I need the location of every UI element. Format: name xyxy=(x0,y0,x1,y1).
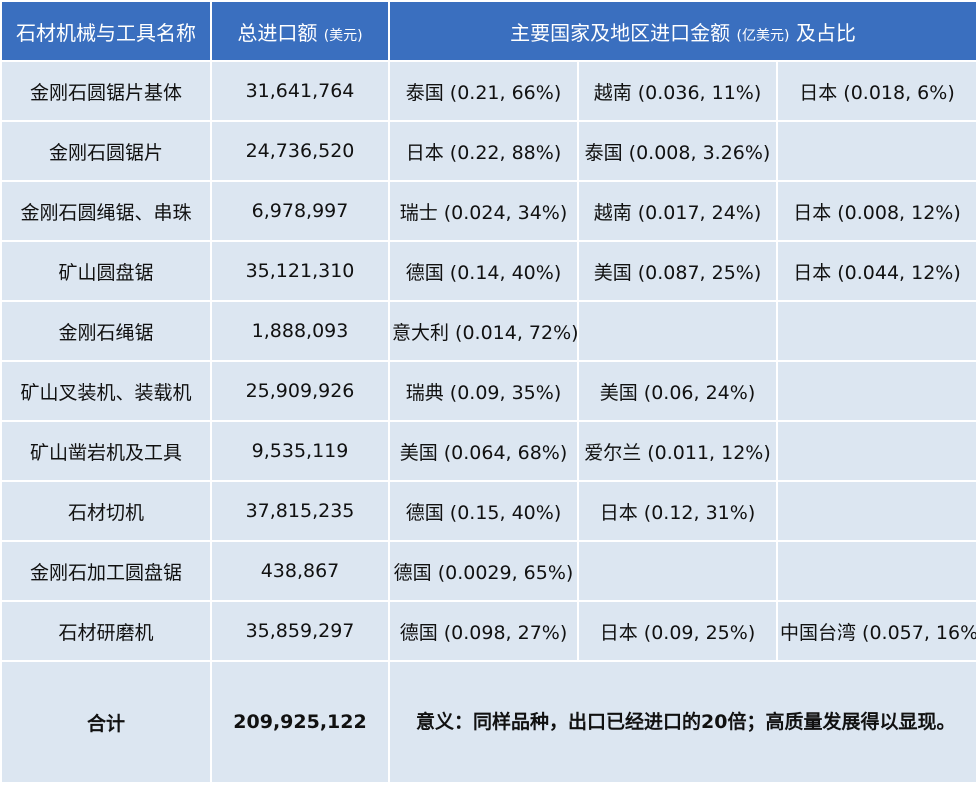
total-amount: 1,888,093 xyxy=(210,300,390,362)
header-text: 及占比 xyxy=(795,20,856,45)
footer-note: 意义：同样品种，出口已经进口的20倍；高质量发展得以显现。 xyxy=(388,660,976,784)
header-text: 总进口额 xyxy=(237,20,318,45)
empty-cell xyxy=(776,300,976,362)
item-name: 石材切机 xyxy=(0,480,212,542)
item-name: 金刚石圆锯片基体 xyxy=(0,60,212,122)
header-unit: (亿美元) xyxy=(736,27,790,44)
empty-cell xyxy=(776,540,976,602)
country-share: 泰国 (0.008, 3.26%) xyxy=(577,120,778,182)
table-row: 矿山叉装机、装载机 25,909,926 瑞典 (0.09, 35%) 美国 (0.0… xyxy=(0,360,976,422)
total-amount: 31,641,764 xyxy=(210,60,390,122)
country-share: 德国 (0.14, 40%) xyxy=(388,240,579,302)
country-share: 德国 (0.15, 40%) xyxy=(388,480,579,542)
country-share: 中国台湾 (0.057, 16%) xyxy=(776,600,976,662)
country-share: 瑞典 (0.09, 35%) xyxy=(388,360,579,422)
total-amount: 438,867 xyxy=(210,540,390,602)
total-amount: 24,736,520 xyxy=(210,120,390,182)
table-row: 金刚石圆锯片基体 31,641,764 泰国 (0.21, 66%) 越南 (0.03… xyxy=(0,60,976,122)
country-share: 日本 (0.09, 25%) xyxy=(577,600,778,662)
country-share: 意大利 (0.014, 72%) xyxy=(388,300,579,362)
empty-cell xyxy=(577,540,778,602)
item-name: 金刚石绳锯 xyxy=(0,300,212,362)
country-share: 日本 (0.22, 88%) xyxy=(388,120,579,182)
header-cell: 总进口额 (美元) xyxy=(210,0,390,62)
footer-total: 209,925,122 xyxy=(210,660,390,784)
country-share: 日本 (0.12, 31%) xyxy=(577,480,778,542)
table-row: 矿山凿岩机及工具 9,535,119 美国 (0.064, 68%) 爱尔兰 (0.0… xyxy=(0,420,976,482)
empty-cell xyxy=(776,420,976,482)
country-share: 美国 (0.064, 68%) xyxy=(388,420,579,482)
table-row: 金刚石圆锯片 24,736,520 日本 (0.22, 88%) 泰国 (0.008,… xyxy=(0,120,976,182)
table-row: 矿山圆盘锯 35,121,310 德国 (0.14, 40%) 美国 (0.087, … xyxy=(0,240,976,302)
table-row: 石材切机 37,815,235 德国 (0.15, 40%) 日本 (0.12, 31… xyxy=(0,480,976,542)
country-share: 瑞士 (0.024, 34%) xyxy=(388,180,579,242)
empty-cell xyxy=(776,120,976,182)
header-cell: 石材机械与工具名称 xyxy=(0,0,212,62)
header-row: 石材机械与工具名称 总进口额 (美元) 主要国家及地区进口金额 (亿美元) 及占… xyxy=(0,0,976,62)
item-name: 矿山圆盘锯 xyxy=(0,240,212,302)
table-row: 金刚石加工圆盘锯 438,867 德国 (0.0029, 65%) xyxy=(0,540,976,602)
item-name: 金刚石加工圆盘锯 xyxy=(0,540,212,602)
item-name: 矿山凿岩机及工具 xyxy=(0,420,212,482)
item-name: 金刚石圆锯片 xyxy=(0,120,212,182)
header-unit: (美元) xyxy=(323,27,363,44)
country-share: 德国 (0.098, 27%) xyxy=(388,600,579,662)
total-amount: 35,121,310 xyxy=(210,240,390,302)
empty-cell xyxy=(776,480,976,542)
footer-row: 合计 209,925,122 意义：同样品种，出口已经进口的20倍；高质量发展得以显… xyxy=(0,660,976,784)
table-row: 石材研磨机 35,859,297 德国 (0.098, 27%) 日本 (0.09, … xyxy=(0,600,976,662)
country-share: 美国 (0.087, 25%) xyxy=(577,240,778,302)
country-share: 美国 (0.06, 24%) xyxy=(577,360,778,422)
total-amount: 25,909,926 xyxy=(210,360,390,422)
empty-cell xyxy=(577,300,778,362)
header-cell: 主要国家及地区进口金额 (亿美元) 及占比 xyxy=(388,0,976,62)
total-amount: 35,859,297 xyxy=(210,600,390,662)
header-text: 主要国家及地区进口金额 xyxy=(510,20,731,45)
country-share: 越南 (0.017, 24%) xyxy=(577,180,778,242)
table-row: 金刚石圆绳锯、串珠 6,978,997 瑞士 (0.024, 34%) 越南 (0.0… xyxy=(0,180,976,242)
item-name: 矿山叉装机、装载机 xyxy=(0,360,212,422)
country-share: 日本 (0.008, 12%) xyxy=(776,180,976,242)
import-table: 石材机械与工具名称 总进口额 (美元) 主要国家及地区进口金额 (亿美元) 及占… xyxy=(0,0,976,784)
table-row: 金刚石绳锯 1,888,093 意大利 (0.014, 72%) xyxy=(0,300,976,362)
country-share: 德国 (0.0029, 65%) xyxy=(388,540,579,602)
country-share: 泰国 (0.21, 66%) xyxy=(388,60,579,122)
country-share: 爱尔兰 (0.011, 12%) xyxy=(577,420,778,482)
table-body: 金刚石圆锯片基体 31,641,764 泰国 (0.21, 66%) 越南 (0.03… xyxy=(0,60,976,784)
country-share: 日本 (0.044, 12%) xyxy=(776,240,976,302)
country-share: 日本 (0.018, 6%) xyxy=(776,60,976,122)
empty-cell xyxy=(776,360,976,422)
item-name: 金刚石圆绳锯、串珠 xyxy=(0,180,212,242)
total-amount: 9,535,119 xyxy=(210,420,390,482)
total-amount: 37,815,235 xyxy=(210,480,390,542)
item-name: 石材研磨机 xyxy=(0,600,212,662)
total-amount: 6,978,997 xyxy=(210,180,390,242)
header-text: 石材机械与工具名称 xyxy=(16,20,196,45)
country-share: 越南 (0.036, 11%) xyxy=(577,60,778,122)
footer-label: 合计 xyxy=(0,660,212,784)
